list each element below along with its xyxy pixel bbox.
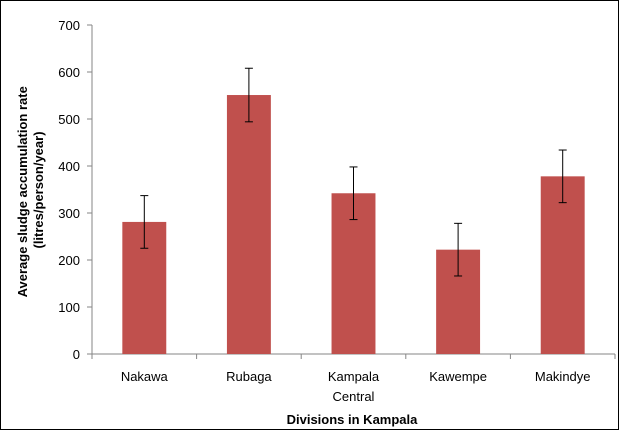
y-tick-label: 200	[58, 253, 80, 268]
x-tick-label-line: Kawempe	[429, 369, 487, 384]
x-tick-label-line: Central	[333, 389, 375, 404]
x-tick-label-line: Makindye	[535, 369, 591, 384]
bar	[540, 176, 585, 354]
x-tick-label: Kampala Central	[328, 369, 380, 404]
error-bar	[454, 222, 463, 277]
y-tick-label: 100	[58, 300, 80, 315]
error-bar	[244, 67, 253, 123]
x-tick-label: Kawempe	[429, 369, 487, 384]
y-tick-label: 400	[58, 159, 80, 174]
bars	[122, 95, 585, 354]
error-bars	[140, 67, 567, 277]
error-bar	[558, 149, 567, 204]
x-axis: Nakawa Rubaga Kampala Central Kawempe Makindy…	[91, 353, 616, 404]
y-tick-label: 600	[58, 65, 80, 80]
y-axis-title: Average sludge accumulation rate (litres…	[15, 83, 46, 298]
y-tick-label: 700	[58, 18, 80, 33]
x-tick-label: Rubaga	[226, 369, 272, 384]
error-bar	[140, 195, 149, 249]
y-tick-label: 500	[58, 112, 80, 127]
bar	[226, 95, 271, 354]
y-tick-label: 0	[73, 347, 80, 362]
y-axis-title-line-2: (litres/person/year)	[31, 131, 46, 248]
x-tick-label: Makindye	[535, 369, 591, 384]
y-axis: 0 100 200 300 400 500 600 700	[58, 18, 93, 362]
x-tick-label: Nakawa	[121, 369, 169, 384]
error-bar	[349, 166, 358, 221]
y-tick-label: 300	[58, 206, 80, 221]
x-axis-title: Divisions in Kampala	[287, 412, 419, 427]
x-tick-label-line: Kampala	[328, 369, 380, 384]
y-axis-title-line-1: Average sludge accumulation rate	[15, 86, 30, 297]
x-tick-label-line: Rubaga	[226, 369, 272, 384]
x-tick-label-line: Nakawa	[121, 369, 169, 384]
